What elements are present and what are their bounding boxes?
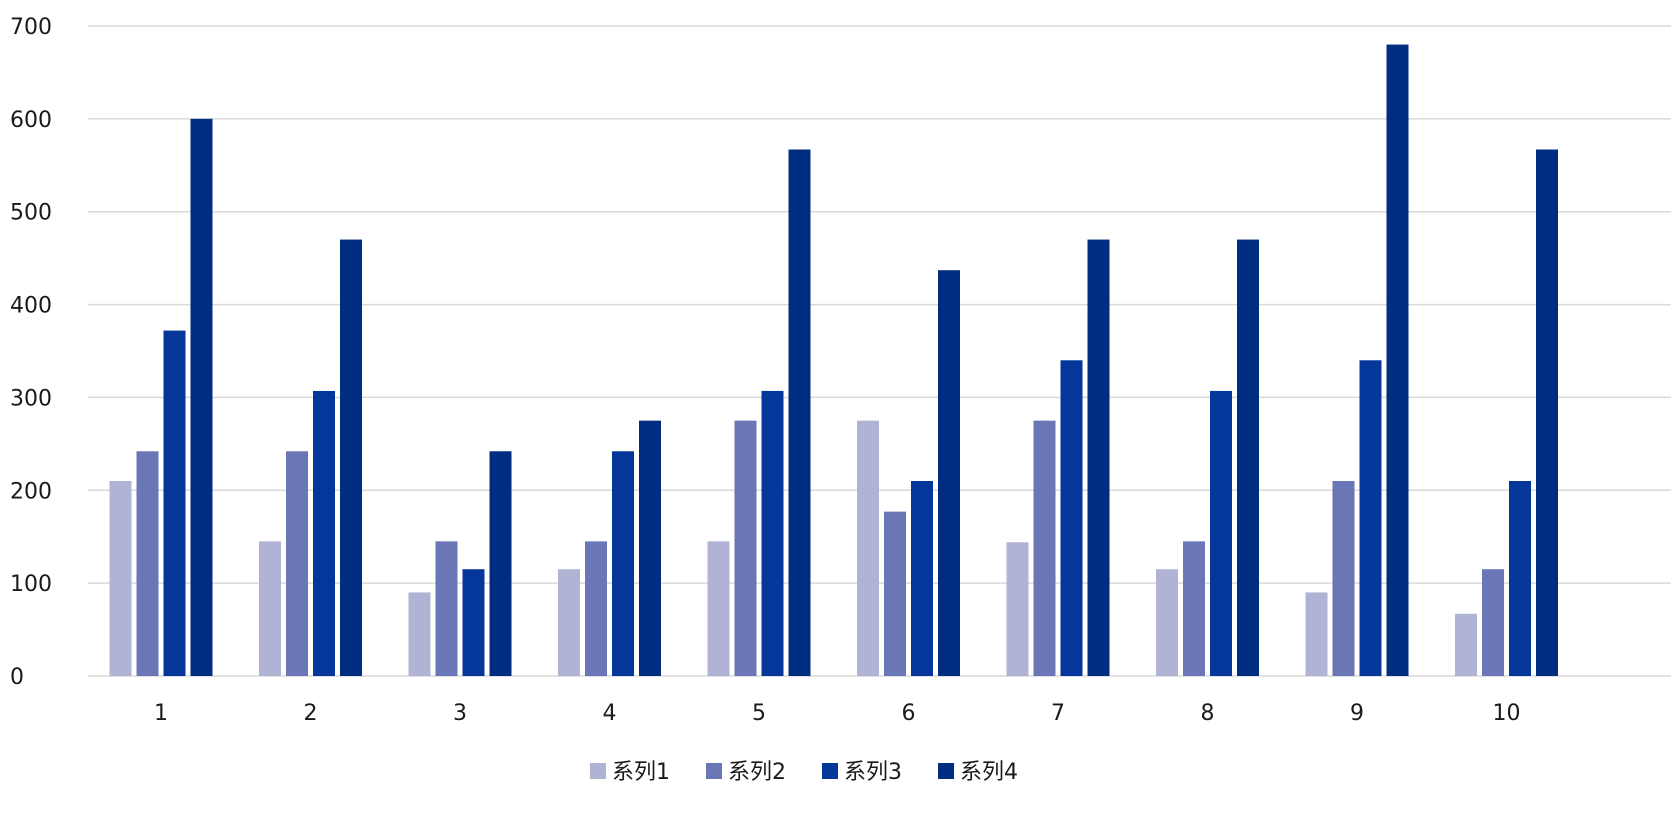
y-tick-label: 700 [10,15,52,40]
bar-series2-cat1 [136,451,159,676]
bar-series1-cat2 [259,541,281,676]
bar-series3-cat9 [1359,360,1382,676]
bar-series1-cat8 [1156,569,1178,676]
x-axis-ticks: 1 2 3 4 5 6 7 8 9 10 [154,701,1521,726]
bar-series1-cat9 [1305,592,1328,676]
bar-series4-cat3 [489,451,512,676]
bar-series4-cat9 [1386,44,1409,677]
bar-series1-cat5 [707,541,730,676]
bar-series4-cat4 [639,420,661,676]
bar-series1-cat1 [109,481,132,676]
bar-series2-cat5 [734,420,757,676]
bar-series2-cat7 [1033,420,1056,676]
x-tick-label: 1 [154,701,168,726]
bar-series1-cat6 [857,420,879,676]
y-tick-label: 0 [10,665,24,690]
x-tick-label: 5 [752,701,766,726]
legend-item-series2: 系列2 [706,760,786,785]
bar-series2-cat10 [1482,569,1504,676]
x-tick-label: 2 [304,701,318,726]
bar-series4-cat6 [938,270,960,676]
x-tick-label: 9 [1350,701,1364,726]
y-tick-label: 500 [10,201,52,226]
bar-series4-cat10 [1536,149,1558,676]
legend-item-series3: 系列3 [822,760,902,785]
x-tick-label: 6 [902,701,916,726]
legend: 系列1 系列2 系列3 系列4 [590,760,1018,785]
x-tick-label: 4 [603,701,617,726]
y-tick-label: 200 [10,479,52,504]
bar-series2-cat4 [585,541,607,676]
legend-swatch [706,763,722,779]
legend-label: 系列1 [612,760,670,785]
bar-series2-cat9 [1332,481,1355,676]
y-tick-label: 400 [10,294,52,319]
legend-label: 系列2 [728,760,786,785]
bar-series4-cat7 [1087,239,1110,677]
bar-series3-cat10 [1509,481,1531,676]
y-tick-label: 300 [10,386,52,411]
bar-series4-cat1 [190,118,213,677]
bar-series2-cat3 [435,541,458,676]
bar-series1-cat3 [408,592,431,676]
x-tick-label: 8 [1201,701,1215,726]
bar-series1-cat10 [1455,613,1477,676]
bar-series3-cat8 [1210,390,1232,676]
legend-swatch [590,763,606,779]
legend-swatch [938,763,954,779]
x-tick-label: 10 [1493,701,1521,726]
x-tick-label: 7 [1051,701,1065,726]
bar-series3-cat6 [911,481,933,676]
legend-swatch [822,763,838,779]
bar-series4-cat5 [788,149,811,676]
bars [109,44,1558,677]
legend-item-series4: 系列4 [938,760,1018,785]
bar-series2-cat6 [884,511,906,676]
bar-series2-cat2 [286,451,308,676]
y-axis-ticks: 0 100 200 300 400 500 600 700 [10,15,52,690]
bar-series1-cat7 [1006,542,1029,676]
bar-series3-cat2 [313,390,335,676]
legend-label: 系列3 [844,760,902,785]
bar-series3-cat5 [761,390,784,676]
bar-series3-cat4 [612,451,634,676]
y-tick-label: 100 [10,572,52,597]
bar-series1-cat4 [558,569,580,676]
legend-item-series1: 系列1 [590,760,670,785]
bar-series3-cat1 [163,330,186,676]
bar-series4-cat8 [1237,239,1259,677]
x-tick-label: 3 [453,701,467,726]
bar-series2-cat8 [1183,541,1205,676]
bar-series3-cat3 [462,569,485,676]
bar-series3-cat7 [1060,360,1083,676]
y-tick-label: 600 [10,108,52,133]
legend-label: 系列4 [960,760,1018,785]
bar-series4-cat2 [340,239,362,677]
